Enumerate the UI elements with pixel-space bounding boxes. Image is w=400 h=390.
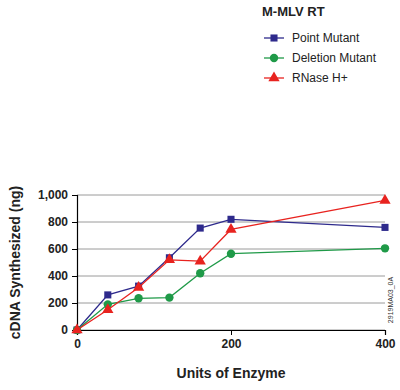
legend-marker (270, 54, 278, 62)
y-tick-label: 0 (61, 323, 68, 337)
legend: M-MLV RT Point Mutant Deletion Mutant RNase… (262, 4, 377, 85)
legend-label: Deletion Mutant (292, 51, 377, 65)
series-marker (227, 250, 235, 258)
series-line (77, 200, 385, 330)
legend-marker (270, 34, 277, 41)
x-tick-label: 200 (221, 337, 241, 351)
series-marker (134, 294, 142, 302)
legend-title: M-MLV RT (262, 4, 325, 19)
y-axis-line (72, 196, 78, 331)
series-marker (196, 269, 204, 277)
series-marker (164, 253, 175, 263)
series-marker (381, 224, 388, 231)
y-tick-mark (72, 222, 77, 223)
series-marker (104, 291, 111, 298)
y-tick: 800 (48, 215, 77, 229)
legend-marker (268, 71, 279, 81)
series-marker (197, 225, 204, 232)
y-axis: 0 200 400 600 800 1,000 (38, 188, 78, 337)
x-tick-mark (231, 330, 232, 335)
y-tick-mark (72, 303, 77, 304)
series-marker (381, 244, 389, 252)
y-tick: 400 (48, 269, 77, 283)
grid-line (77, 303, 385, 304)
series-marker (227, 216, 234, 223)
plot-marks (71, 194, 390, 334)
y-tick-label: 1,000 (38, 188, 68, 202)
x-tick-label: 0 (74, 337, 81, 351)
y-tick-label: 600 (48, 242, 68, 256)
y-tick: 1,000 (38, 188, 77, 202)
series-marker (165, 293, 173, 301)
x-tick-mark (385, 330, 386, 335)
y-tick-label: 800 (48, 215, 68, 229)
legend-label: Point Mutant (292, 31, 360, 45)
series-marker (195, 255, 206, 265)
grid-line (77, 195, 385, 196)
y-tick-mark (72, 276, 77, 277)
y-tick: 200 (48, 296, 77, 310)
x-tick-label: 400 (375, 337, 395, 351)
grid (77, 195, 385, 330)
chart: 0 200 400 600 800 1,000 0 200 400 Units of Enzyme… (0, 0, 400, 390)
series-marker (102, 303, 113, 313)
series-marker (71, 323, 82, 333)
annotation: 2919MA03_0A (387, 277, 395, 324)
legend-label: RNase H+ (292, 71, 348, 85)
y-tick-mark (72, 249, 77, 250)
series-line (77, 219, 385, 330)
series-marker (225, 223, 236, 233)
series-line (77, 248, 385, 330)
x-axis: 0 200 400 (74, 330, 396, 351)
y-tick: 600 (48, 242, 77, 256)
x-axis-title: Units of Enzyme (177, 365, 286, 381)
y-axis-title: cDNA Synthesized (ng) (7, 186, 23, 340)
series-marker (379, 194, 390, 204)
y-tick-label: 400 (48, 269, 68, 283)
y-tick-label: 200 (48, 296, 68, 310)
series-marker (133, 281, 144, 291)
x-tick: 400 (375, 330, 395, 351)
x-axis-line (78, 331, 386, 336)
x-tick: 200 (221, 330, 241, 351)
grid-line (77, 276, 385, 277)
y-tick-mark (72, 195, 77, 196)
